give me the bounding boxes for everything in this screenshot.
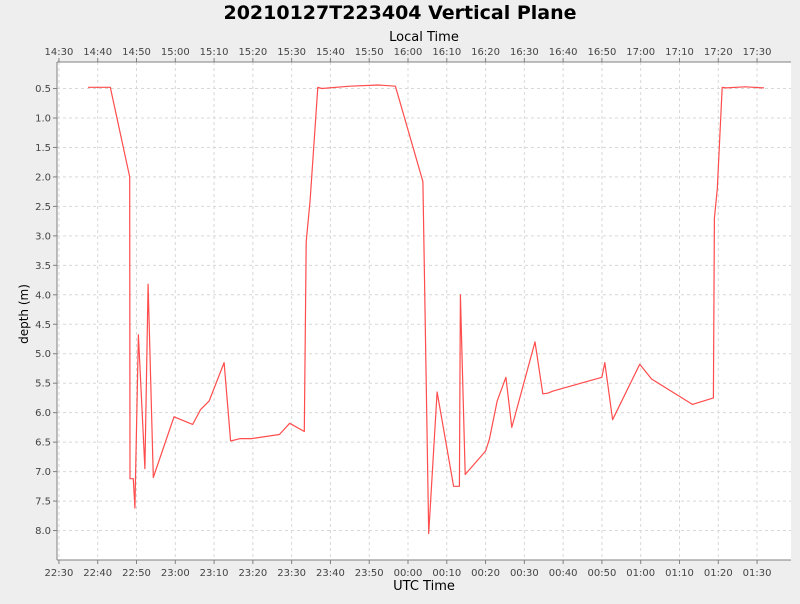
x2-tick-label: 14:40 xyxy=(83,47,112,58)
x2-tick-label: 16:50 xyxy=(588,47,617,58)
depth-series-line xyxy=(88,84,764,535)
x2-tick-label: 16:00 xyxy=(394,47,423,58)
y-tick-label: 7.5 xyxy=(35,497,51,508)
x-axis-label: UTC Time xyxy=(393,579,455,594)
x-tick-label: 23:00 xyxy=(161,568,190,579)
x2-tick-label: 15:40 xyxy=(316,47,345,58)
x-tick-label: 22:30 xyxy=(45,568,74,579)
x-tick-label: 22:40 xyxy=(83,568,112,579)
grid xyxy=(57,62,791,560)
y-tick-label: 5.5 xyxy=(35,379,51,390)
y-tick-label: 4.5 xyxy=(35,320,51,331)
x2-tick-label: 15:20 xyxy=(238,47,267,58)
x-tick-label: 23:30 xyxy=(277,568,306,579)
y-axis-label: depth (m) xyxy=(17,284,31,344)
x2-tick-label: 14:50 xyxy=(122,47,151,58)
y-tick-label: 6.5 xyxy=(35,438,51,449)
x-tick-label: 01:20 xyxy=(704,568,733,579)
y-tick-label: 1.0 xyxy=(35,113,51,124)
y-tick-label: 3.5 xyxy=(35,261,51,272)
x-tick-label: 00:00 xyxy=(394,568,423,579)
x-tick-label: 01:10 xyxy=(665,568,694,579)
x2-tick-label: 16:10 xyxy=(432,47,461,58)
x-tick-label: 23:10 xyxy=(200,568,229,579)
x2-tick-label: 15:00 xyxy=(161,47,190,58)
x2-tick-label: 17:10 xyxy=(665,47,694,58)
x2-tick-label: 17:30 xyxy=(743,47,772,58)
x2-tick-label: 17:20 xyxy=(704,47,733,58)
plot-area xyxy=(57,62,791,560)
y-tick-label: 0.5 xyxy=(35,84,51,95)
x-tick-label: 00:50 xyxy=(588,568,617,579)
x2-tick-label: 15:30 xyxy=(277,47,306,58)
y-tick-label: 7.0 xyxy=(35,467,51,478)
y-tick-label: 5.0 xyxy=(35,349,51,360)
series-group xyxy=(88,84,764,535)
y-tick-label: 2.0 xyxy=(35,172,51,183)
y-tick-label: 3.0 xyxy=(35,231,51,242)
x2-tick-label: 15:50 xyxy=(355,47,384,58)
x-tick-label: 01:30 xyxy=(743,568,772,579)
x-tick-label: 00:40 xyxy=(549,568,578,579)
x2-tick-label: 16:40 xyxy=(549,47,578,58)
y-tick-label: 2.5 xyxy=(35,202,51,213)
x2-tick-label: 16:30 xyxy=(510,47,539,58)
x2-tick-label: 14:30 xyxy=(45,47,74,58)
y-tick-label: 8.0 xyxy=(35,526,51,537)
x2-tick-label: 16:20 xyxy=(471,47,500,58)
y-tick-label: 1.5 xyxy=(35,143,51,154)
x2-axis-label: Local Time xyxy=(389,30,459,45)
x-tick-label: 23:50 xyxy=(355,568,384,579)
x-tick-label: 00:20 xyxy=(471,568,500,579)
x-tick-label: 22:50 xyxy=(122,568,151,579)
y-tick-label: 6.0 xyxy=(35,408,51,419)
x-tick-label: 00:10 xyxy=(432,568,461,579)
x2-tick-label: 17:00 xyxy=(626,47,655,58)
x-tick-label: 01:00 xyxy=(626,568,655,579)
x2-tick-label: 15:10 xyxy=(200,47,229,58)
y-tick-label: 4.0 xyxy=(35,290,51,301)
x-tick-label: 23:20 xyxy=(238,568,267,579)
x-tick-label: 23:40 xyxy=(316,568,345,579)
chart-title: 20210127T223404 Vertical Plane xyxy=(223,2,576,24)
x-tick-label: 00:30 xyxy=(510,568,539,579)
axes: 22:30 14:30 22:40 14:40 22:50 14:50 23:00 15:00… xyxy=(35,47,791,579)
